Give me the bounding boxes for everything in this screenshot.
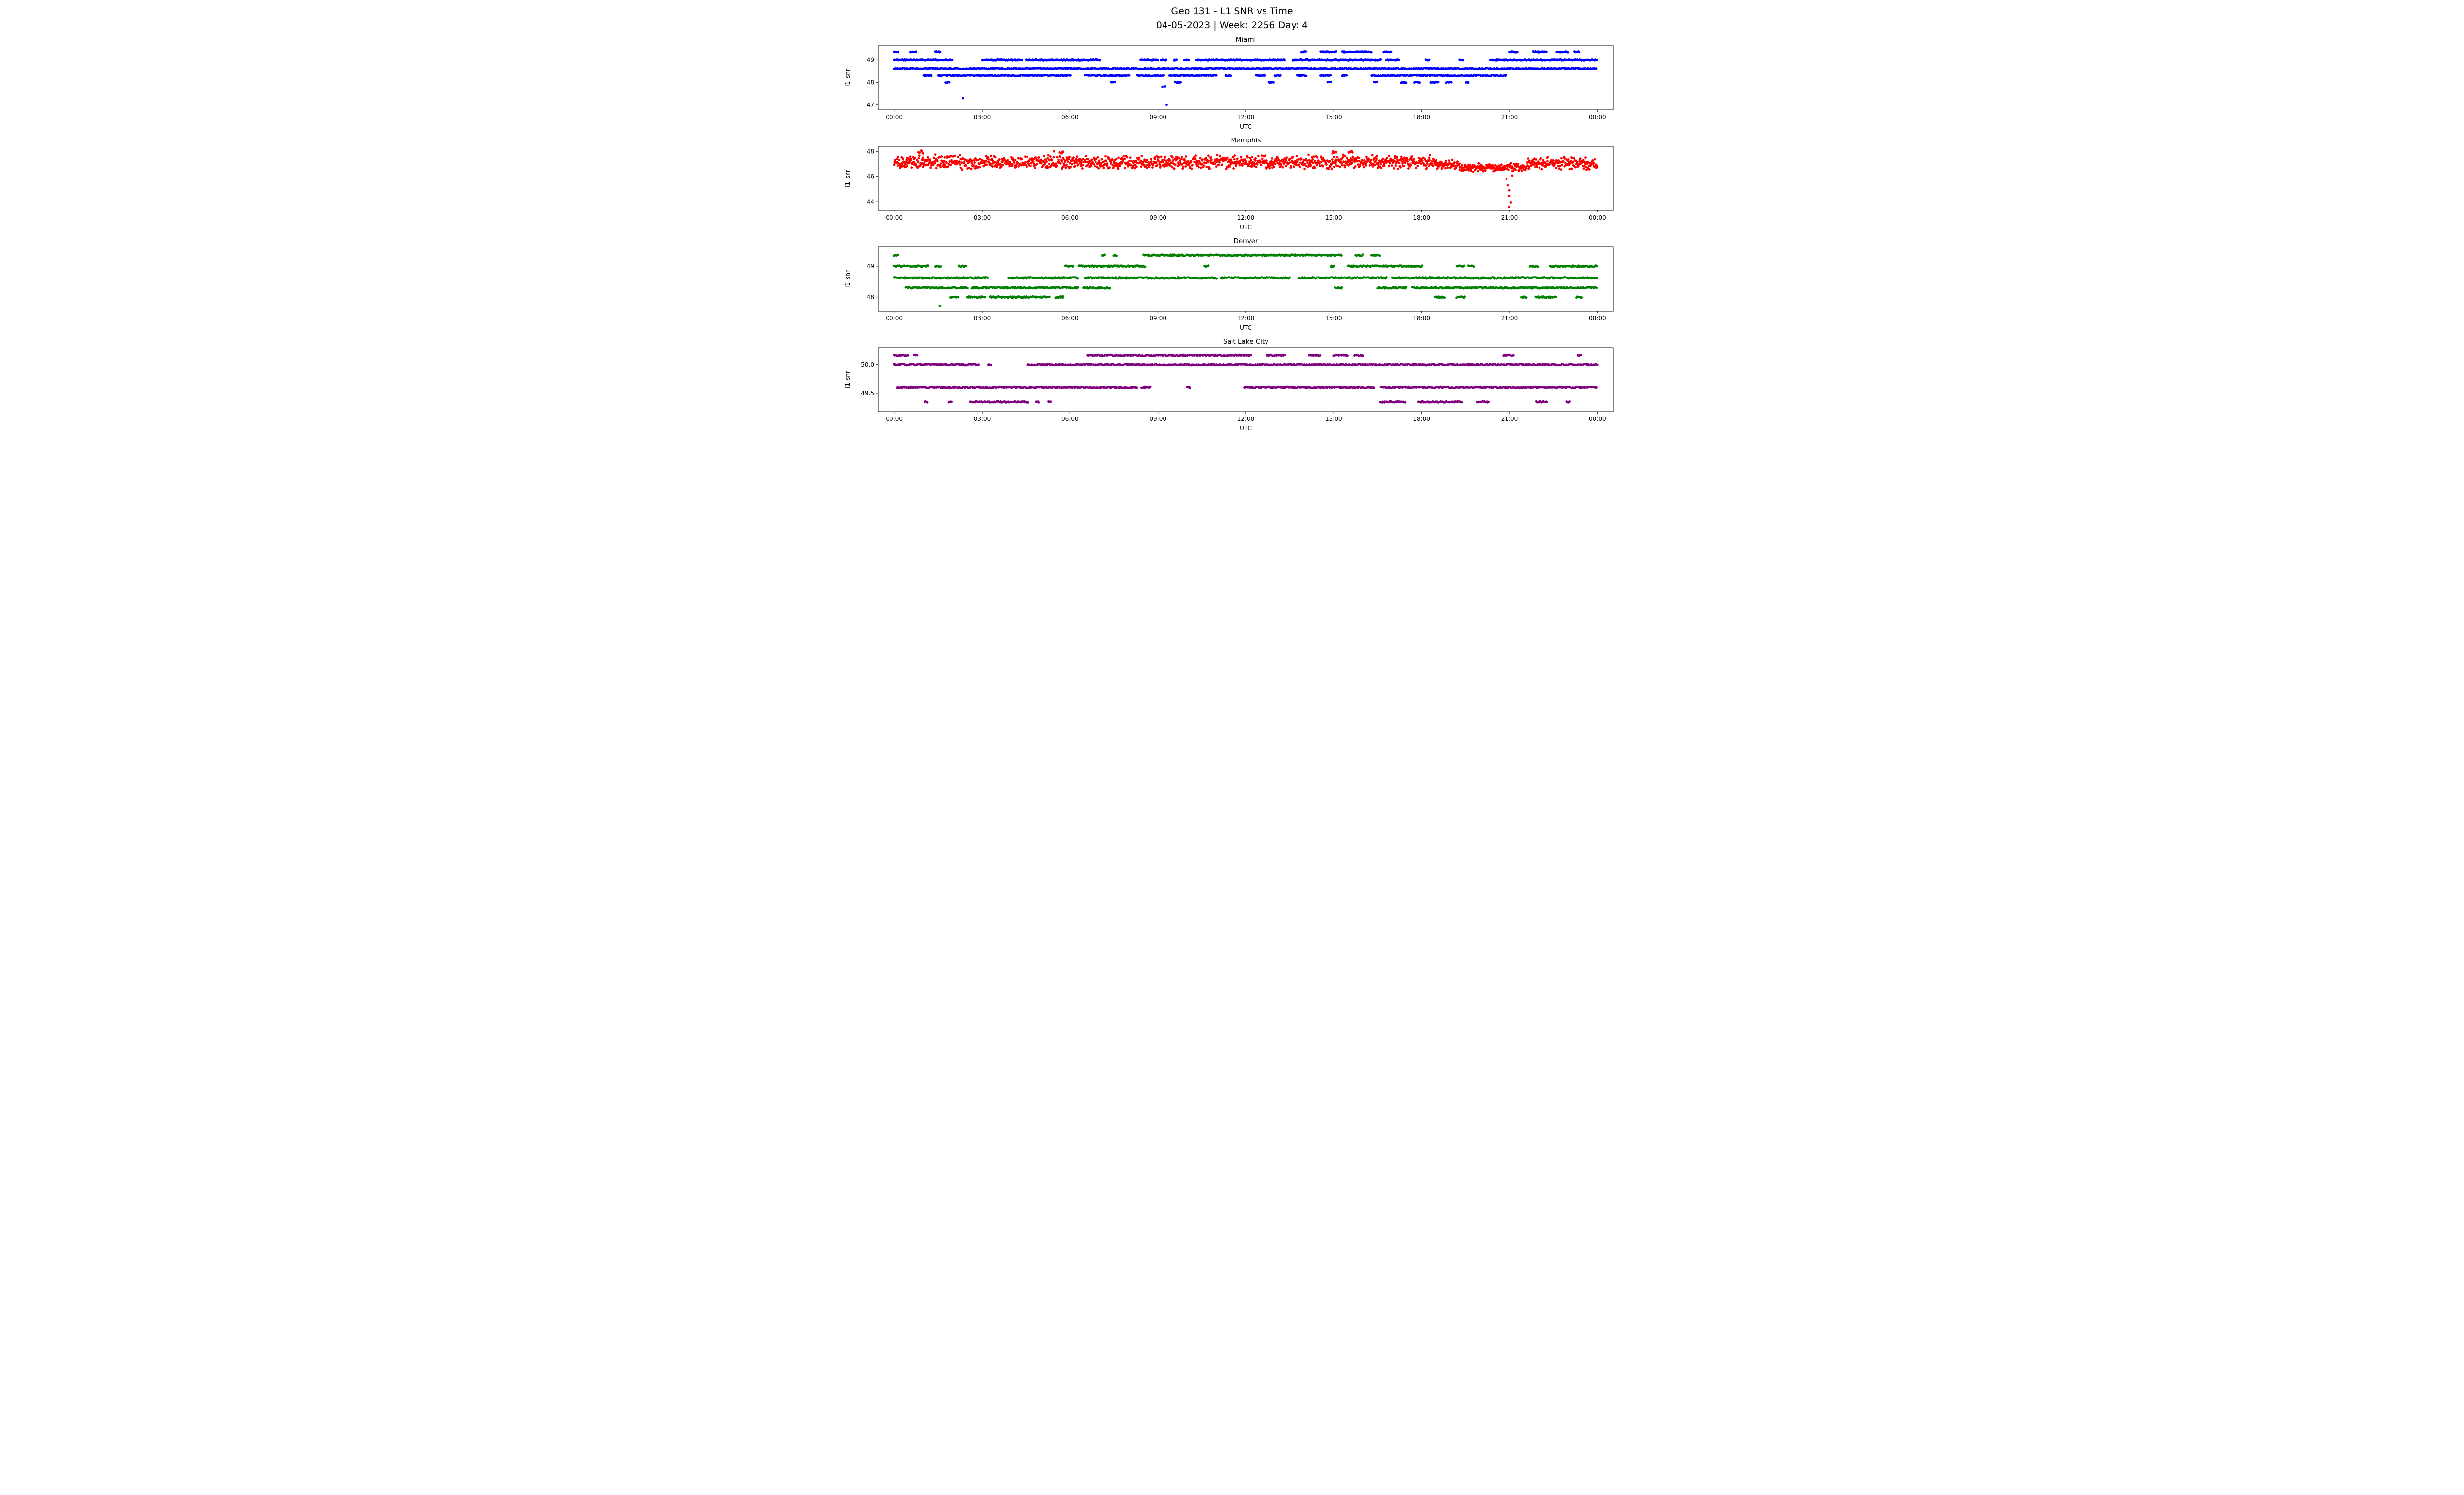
subplot-miami: Miami 00:00 03:00 06:00 09:00 12:00 15:00 18:00… xyxy=(843,34,1621,135)
y-tick-label: 44 xyxy=(867,198,874,205)
x-tick-label: 03:00 xyxy=(974,214,991,221)
x-tick-label: 15:00 xyxy=(1325,315,1342,322)
x-axis-label: UTC xyxy=(1240,425,1252,432)
x-tick-label: 18:00 xyxy=(1413,416,1430,422)
y-tick-label: 46 xyxy=(867,173,874,180)
x-tick-label: 06:00 xyxy=(1061,416,1079,422)
axes-frame xyxy=(878,146,1614,211)
x-tick-label: 09:00 xyxy=(1149,114,1166,121)
x-axis-label: UTC xyxy=(1240,123,1252,130)
x-tick-label: 18:00 xyxy=(1413,315,1430,322)
x-axis-label: UTC xyxy=(1240,324,1252,331)
subplot-canvas: Miami 00:00 03:00 06:00 09:00 12:00 15:00 18:00… xyxy=(844,36,1614,130)
x-tick-label: 00:00 xyxy=(886,214,903,221)
subplot-title: Denver xyxy=(1233,237,1258,245)
x-tick-label: 00:00 xyxy=(1589,114,1606,121)
x-tick-label: 21:00 xyxy=(1501,315,1518,322)
y-tick-label: 48 xyxy=(867,294,874,301)
x-tick-label: 00:00 xyxy=(886,416,903,422)
x-tick-label: 00:00 xyxy=(1589,416,1606,422)
figure-title-line1: Geo 131 - L1 SNR vs Time xyxy=(1171,6,1293,17)
figure: Geo 131 - L1 SNR vs Time 04-05-2023 | We… xyxy=(843,0,1621,437)
subplots: Miami 00:00 03:00 06:00 09:00 12:00 15:00 18:00… xyxy=(843,34,1621,436)
y-axis-label: l1_snr xyxy=(844,69,851,87)
figure-title: Geo 131 - L1 SNR vs Time 04-05-2023 | We… xyxy=(843,5,1621,32)
y-tick-label: 50.0 xyxy=(861,361,874,368)
subplot-title: Salt Lake City xyxy=(1223,338,1268,346)
x-tick-label: 09:00 xyxy=(1149,315,1166,322)
x-tick-label: 15:00 xyxy=(1325,214,1342,221)
y-tick-label: 48 xyxy=(867,148,874,155)
y-tick-label: 49 xyxy=(867,263,874,270)
y-tick-label: 48 xyxy=(867,79,874,86)
y-axis-label: l1_snr xyxy=(844,270,851,288)
x-tick-label: 06:00 xyxy=(1061,114,1079,121)
x-tick-label: 12:00 xyxy=(1237,416,1255,422)
subplot-canvas: Salt Lake City 00:00 03:00 06:00 09:00 12:00 1… xyxy=(844,338,1614,432)
x-tick-label: 18:00 xyxy=(1413,214,1430,221)
x-tick-label: 09:00 xyxy=(1149,416,1166,422)
x-tick-label: 12:00 xyxy=(1237,214,1255,221)
x-tick-label: 06:00 xyxy=(1061,315,1079,322)
x-tick-label: 03:00 xyxy=(974,416,991,422)
subplot-canvas: Memphis 00:00 03:00 06:00 09:00 12:00 15:00 18:… xyxy=(844,137,1614,231)
x-tick-label: 18:00 xyxy=(1413,114,1430,121)
figure-title-line2: 04-05-2023 | Week: 2256 Day: 4 xyxy=(1156,19,1308,31)
x-tick-label: 12:00 xyxy=(1237,114,1255,121)
y-axis-label: l1_snr xyxy=(844,371,851,388)
x-tick-label: 06:00 xyxy=(1061,214,1079,221)
y-axis-label: l1_snr xyxy=(844,170,851,187)
x-tick-label: 21:00 xyxy=(1501,416,1518,422)
scatter-points xyxy=(893,149,1599,208)
x-tick-label: 00:00 xyxy=(1589,214,1606,221)
scatter-points xyxy=(892,353,1599,404)
x-tick-label: 12:00 xyxy=(1237,315,1255,322)
subplot-salt-lake-city: Salt Lake City 00:00 03:00 06:00 09:00 12:00 1… xyxy=(843,336,1621,436)
x-tick-label: 21:00 xyxy=(1501,114,1518,121)
axes-frame xyxy=(878,45,1614,110)
scatter-points xyxy=(893,50,1598,106)
x-tick-label: 03:00 xyxy=(974,114,991,121)
y-tick-label: 49 xyxy=(867,57,874,64)
x-tick-label: 15:00 xyxy=(1325,114,1342,121)
x-tick-label: 03:00 xyxy=(974,315,991,322)
subplot-memphis: Memphis 00:00 03:00 06:00 09:00 12:00 15:00 18:… xyxy=(843,135,1621,235)
x-tick-label: 09:00 xyxy=(1149,214,1166,221)
subplot-denver: Denver 00:00 03:00 06:00 09:00 12:00 15:00 18:0… xyxy=(843,235,1621,336)
scatter-points xyxy=(892,253,1599,307)
subplot-title: Memphis xyxy=(1231,137,1261,144)
y-tick-label: 47 xyxy=(867,102,874,108)
x-tick-label: 00:00 xyxy=(886,315,903,322)
x-axis-label: UTC xyxy=(1240,224,1252,231)
x-tick-label: 15:00 xyxy=(1325,416,1342,422)
subplot-canvas: Denver 00:00 03:00 06:00 09:00 12:00 15:00 18:0… xyxy=(844,237,1614,331)
subplot-title: Miami xyxy=(1236,36,1256,44)
x-tick-label: 00:00 xyxy=(1589,315,1606,322)
y-tick-label: 49.5 xyxy=(861,390,874,397)
x-tick-label: 21:00 xyxy=(1501,214,1518,221)
x-tick-label: 00:00 xyxy=(886,114,903,121)
